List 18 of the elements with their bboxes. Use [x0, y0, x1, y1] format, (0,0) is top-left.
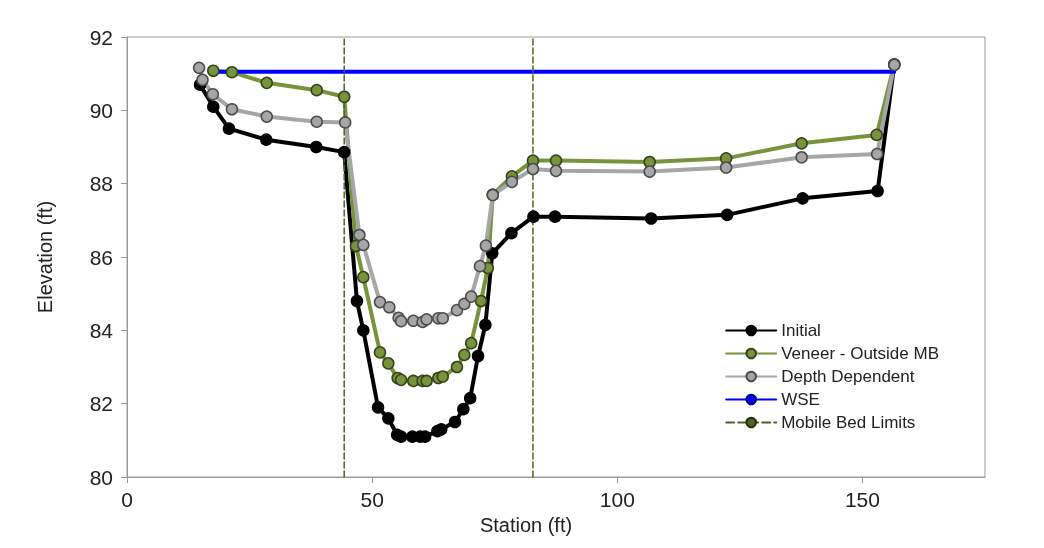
- y-tick-label: 86: [89, 245, 113, 269]
- y-tick-label: 88: [89, 172, 113, 196]
- legend-label: Veneer - Outside MB: [781, 344, 940, 363]
- x-tick-label: 150: [844, 488, 880, 511]
- legend-label: Initial: [781, 321, 821, 340]
- legend-label: Depth Dependent: [781, 367, 915, 386]
- x-axis-title: Station (ft): [479, 513, 573, 536]
- y-tick-label: 90: [89, 98, 113, 122]
- y-tick-label: 82: [89, 392, 113, 416]
- legend-label: WSE: [781, 390, 820, 409]
- x-tick-label: 50: [360, 488, 384, 511]
- y-tick-label: 80: [89, 465, 113, 489]
- legend-label: Mobile Bed Limits: [781, 413, 916, 432]
- x-tick-label: 100: [599, 488, 635, 511]
- x-tick-label: 0: [121, 488, 133, 511]
- y-tick-label: 84: [89, 318, 114, 342]
- y-axis-title: Elevation (ft): [34, 200, 56, 314]
- y-tick-label: 92: [89, 25, 113, 49]
